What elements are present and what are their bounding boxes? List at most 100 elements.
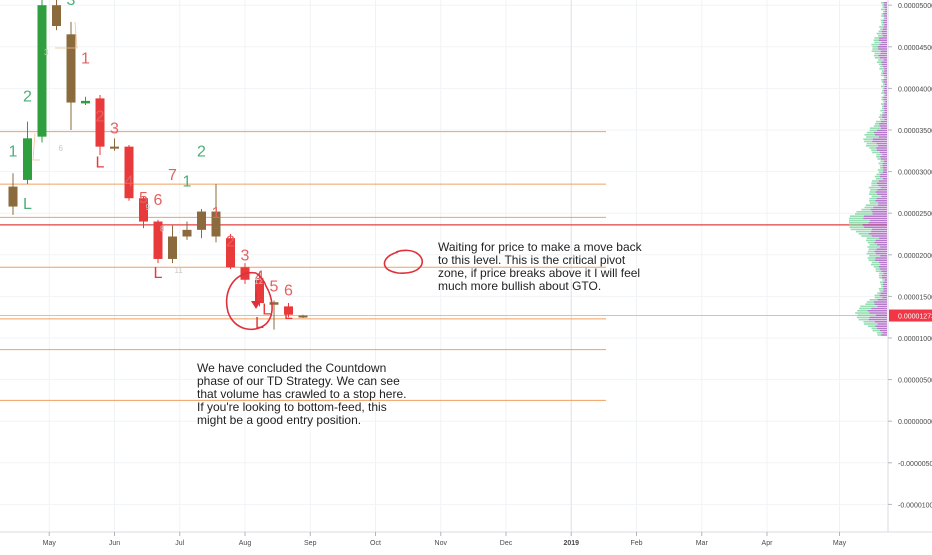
volume-profile-bar-down [877,327,887,330]
volume-profile-bar-up [866,239,876,242]
volume-profile-bar-up [879,167,883,169]
volume-profile-bar-down [879,37,887,39]
volume-profile-bar-down [884,6,887,8]
time-tick-label: Oct [370,540,381,547]
volume-profile-bar-up [880,65,884,68]
volume-profile-bar-up [880,8,885,11]
volume-profile-bar-up [872,329,880,332]
volume-profile-bar-down [881,274,887,277]
volume-profile-bar-down [880,156,887,158]
volume-profile-bar-up [871,43,880,46]
volume-profile-bar-down [875,239,887,242]
candle-body [8,186,18,207]
current-price-label: 0.00001273 [898,314,932,321]
volume-profile-bar-down [877,129,887,132]
volume-profile-bar-down [872,138,887,140]
volume-profile-bar-up [882,83,885,85]
volume-profile-bar-up [880,74,884,77]
volume-profile-bar-up [866,142,877,145]
candle-body [52,5,61,26]
volume-profile-bar-up [878,116,883,118]
volume-profile-bar-up [868,248,877,250]
volume-profile-bar-down [883,281,887,283]
volume-profile-bar-up [873,39,879,41]
volume-profile-bar-up [869,299,878,301]
td-setup-count: 2 [197,144,206,161]
volume-profile-bar-up [866,301,874,303]
volume-profile-bar-down [883,272,887,275]
candle-body [298,315,308,318]
td-l-marker: L [262,302,271,319]
volume-profile-bar-down [868,318,887,321]
volume-profile-bar-up [867,257,876,259]
volume-profile-bar-up [856,230,872,233]
volume-profile-bar-up [865,145,879,147]
volume-profile-bar-down [883,4,887,6]
td-countdown-count: 11 [175,266,184,275]
volume-profile-bar-down [884,10,887,13]
volume-profile-bar-up [875,120,881,123]
volume-profile-bar-up [880,85,885,88]
volume-profile-bar-up [879,272,884,275]
volume-profile-bar-down [883,15,887,17]
candle-body [269,302,279,305]
volume-profile-bar-up [858,233,869,235]
candles [8,0,308,330]
volume-profile-bar-down [881,41,887,44]
volume-profile-bar-up [881,70,885,72]
volume-profile-bar-up [871,180,879,182]
volume-profile-bar-down [883,169,887,171]
volume-profile-bar-down [877,46,887,48]
volume-profile-bar-up [866,136,879,138]
volume-profile-bar-up [863,138,873,140]
volume-profile-bar-up [858,318,869,321]
time-tick-label: Apr [762,540,774,547]
volume-profile-bar-up [881,285,884,288]
candle-body [124,146,134,199]
volume-profile-bar-up [879,118,885,121]
volume-profile-bar-up [878,59,884,61]
volume-profile-bar-down [878,180,887,182]
volume-profile-bar-down [878,204,887,206]
td-l-marker: L [284,306,293,323]
volume-profile-bar-up [863,321,875,323]
volume-profile-bar-down [882,153,887,156]
volume-profile-bar-up [880,109,885,112]
td-setup-count: 3 [110,120,119,137]
volume-profile-bar-up [876,32,883,35]
volume-profile-bar-up [869,129,878,132]
pivot-zone-note: Waiting for price to make a move back to… [438,240,642,293]
countdown-note: We have concluded the Countdown phase of… [197,361,407,427]
volume-profile-bar-up [855,213,873,215]
volume-profile-bar-up [878,274,882,277]
volume-profile-bar-up [878,35,883,37]
volume-profile-bar-up [869,200,876,202]
volume-profile-bar-up [882,107,884,110]
volume-profile-bar-up [880,103,885,105]
volume-profile-bar-up [871,50,881,52]
volume-profile-bar-up [881,24,885,26]
volume-profile-bar-down [873,206,887,209]
volume-profile-bar-down [885,76,887,79]
volume-profile-bar-down [876,197,887,200]
volume-profile-bar-down [881,158,887,160]
volume-profile-bar-up [877,169,884,171]
volume-profile-bar-down [880,120,887,123]
volume-profile-bar-up [867,241,875,244]
price-tick-label: 0.00001500 [898,294,932,301]
volume-profile-bar-up [873,54,879,57]
volume-profile-bar-down [875,252,887,255]
volume-profile-bar-down [879,329,887,332]
volume-profile-bar-up [870,263,881,266]
volume-profile-bar-down [884,24,887,26]
volume-profile-bar-up [882,87,885,90]
volume-profile-bar-up [849,222,869,224]
volume-profile-bar-up [880,283,883,286]
volume-profile-bar-down [882,32,887,35]
volume-profile-bar-down [874,303,887,305]
volume-profile-bar-down [883,107,887,110]
volume-profile-bar-up [866,252,876,255]
volume-profile-bar-up [874,37,880,39]
